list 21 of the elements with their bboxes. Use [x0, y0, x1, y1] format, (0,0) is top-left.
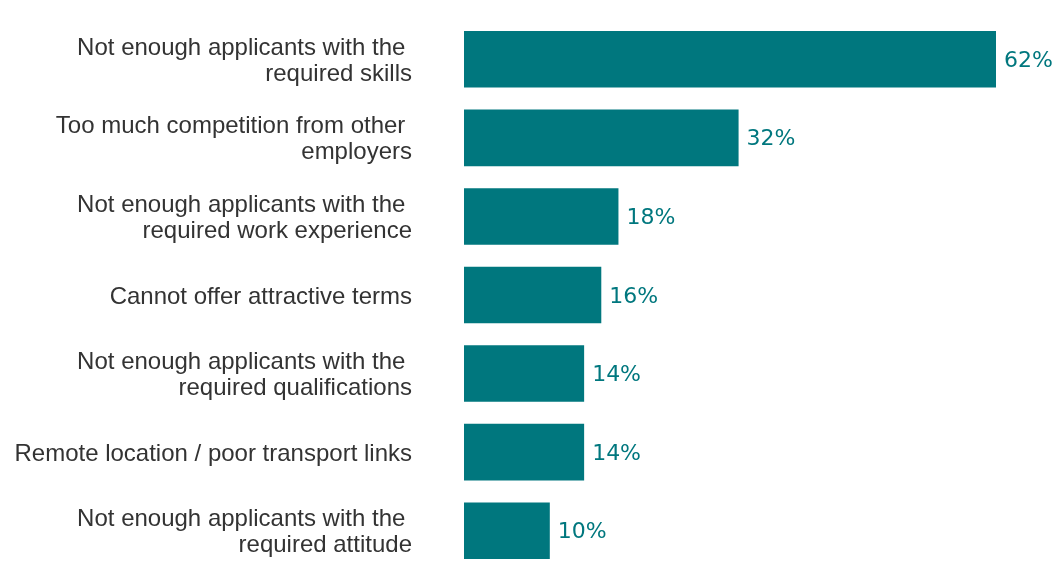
y-tick-label: Cannot offer attractive terms [109, 281, 412, 309]
bar [464, 266, 602, 324]
bar [464, 423, 585, 481]
y-tick-label: Remote location / poor transport links [14, 438, 412, 466]
y-tick-label: Not enough applicants with the required attitude [77, 504, 412, 558]
data-label: 32% [746, 125, 796, 151]
data-label: 14% [592, 439, 642, 465]
bar [464, 502, 550, 559]
data-label: 16% [609, 282, 659, 308]
bar [464, 345, 585, 402]
bar [464, 188, 619, 245]
data-label: 62% [1004, 46, 1053, 72]
data-label: 14% [592, 361, 642, 387]
y-tick-label: Not enough applicants with the required work experience [77, 189, 412, 243]
data-label: 18% [626, 203, 676, 229]
y-tick-label: Not enough applicants with the required qualifications [77, 347, 412, 401]
data-label: 10% [557, 518, 607, 544]
bar [464, 31, 996, 88]
y-tick-label: Too much competition from other employers [55, 111, 412, 165]
bar [464, 109, 739, 167]
y-tick-label: Not enough applicants with the required skills [77, 32, 412, 86]
